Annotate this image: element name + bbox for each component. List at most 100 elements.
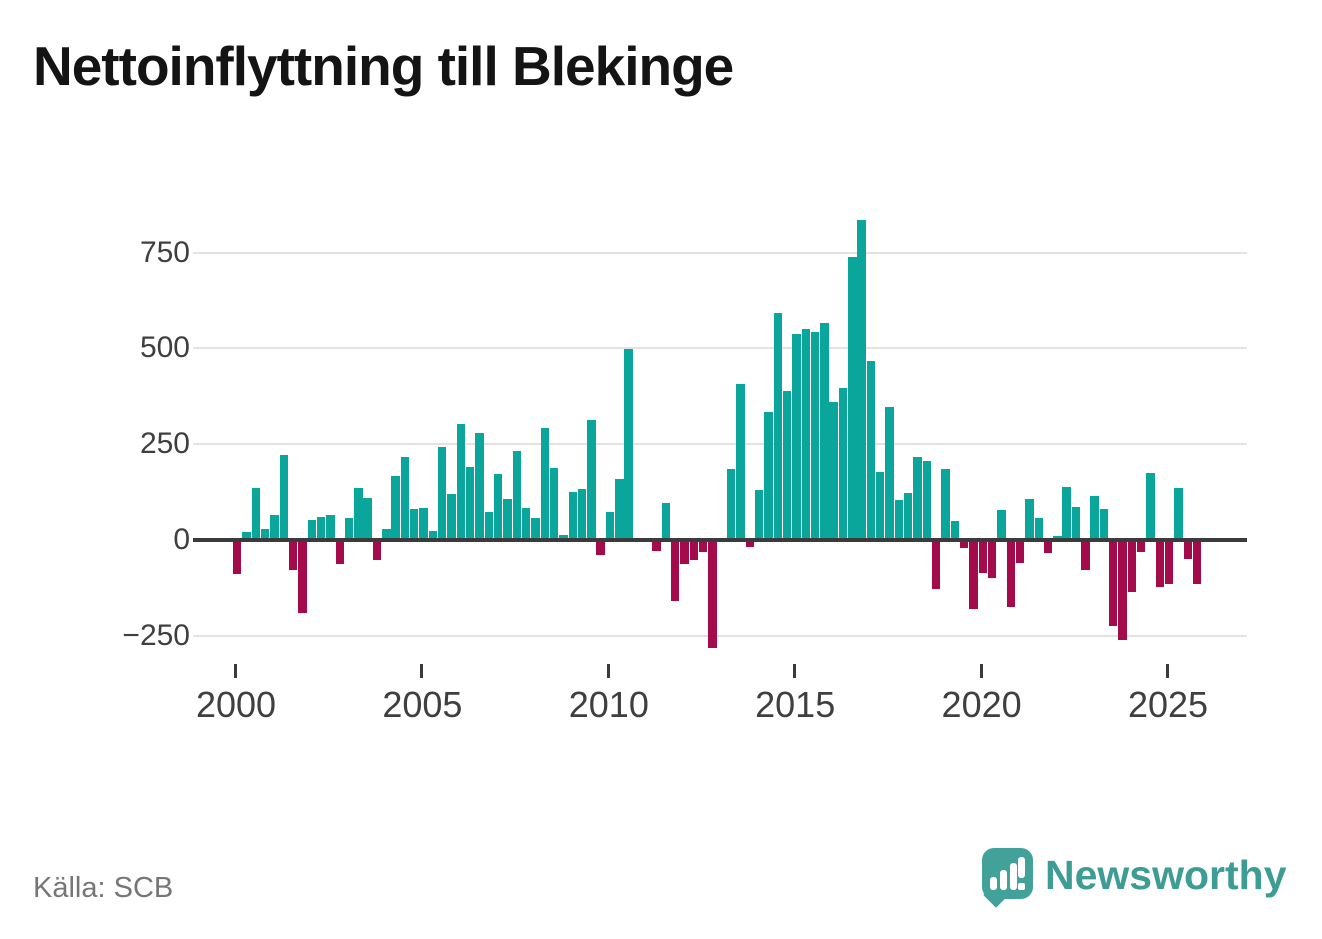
source-note: Källa: SCB bbox=[33, 872, 174, 904]
bar-2010Q3 bbox=[624, 349, 633, 540]
bar-2020Q1 bbox=[978, 540, 987, 574]
bar-2017Q3 bbox=[885, 406, 894, 540]
bar-2006Q3 bbox=[475, 433, 484, 540]
bar-2006Q4 bbox=[484, 511, 494, 540]
bar-2003Q3 bbox=[363, 498, 372, 540]
bar-2006Q1 bbox=[456, 424, 466, 540]
bar-2004Q2 bbox=[391, 476, 400, 540]
bar-2010Q1 bbox=[605, 512, 615, 540]
x-axis-label: 2000 bbox=[195, 684, 277, 725]
bar-2024Q2 bbox=[1137, 540, 1146, 553]
y-axis-label: 500 bbox=[139, 331, 190, 365]
bar-2016Q1 bbox=[829, 401, 838, 540]
bar-2009Q2 bbox=[577, 489, 587, 540]
bar-2015Q3 bbox=[810, 331, 820, 540]
bar-2016Q2 bbox=[838, 388, 848, 540]
x-axis-label: 2010 bbox=[568, 684, 649, 725]
x-axis-label: 2025 bbox=[1127, 684, 1209, 725]
bar-2011Q2 bbox=[652, 540, 661, 552]
bar-2002Q2 bbox=[316, 517, 326, 540]
bar-2024Q4 bbox=[1155, 540, 1165, 587]
x-axis-tick-2020 bbox=[979, 664, 983, 678]
x-axis-label: 2015 bbox=[755, 684, 836, 725]
bar-2016Q3 bbox=[848, 256, 857, 540]
bar-2015Q1 bbox=[792, 334, 801, 540]
x-axis-label: 2005 bbox=[382, 684, 463, 725]
x-axis-label: 2020 bbox=[941, 684, 1022, 725]
bar-2007Q2 bbox=[503, 498, 512, 540]
bar-2010Q2 bbox=[615, 479, 624, 540]
y-axis-label: 250 bbox=[139, 427, 190, 461]
bar-2025Q1 bbox=[1165, 540, 1174, 585]
gridline-500 bbox=[193, 347, 1247, 350]
bar-2022Q3 bbox=[1071, 506, 1081, 540]
bar-2015Q2 bbox=[801, 329, 810, 540]
bar-2023Q4 bbox=[1118, 540, 1127, 641]
bar-2022Q2 bbox=[1062, 486, 1071, 540]
bar-2001Q4 bbox=[298, 540, 307, 613]
bar-2014Q4 bbox=[782, 390, 792, 540]
bar-2000Q4 bbox=[260, 528, 270, 540]
bar-2003Q4 bbox=[372, 540, 382, 560]
bar-2004Q4 bbox=[410, 509, 419, 540]
bar-2002Q4 bbox=[335, 540, 344, 565]
bar-2013Q3 bbox=[736, 384, 745, 540]
bar-2019Q2 bbox=[950, 520, 960, 540]
bar-2018Q2 bbox=[913, 457, 922, 540]
bar-2012Q4 bbox=[708, 540, 717, 649]
y-axis-label: 750 bbox=[139, 235, 190, 269]
bar-2020Q3 bbox=[997, 510, 1006, 540]
bar-2019Q4 bbox=[969, 540, 978, 610]
bar-2013Q2 bbox=[726, 469, 736, 540]
bar-2005Q1 bbox=[419, 508, 428, 540]
bar-2012Q2 bbox=[689, 540, 699, 561]
bar-2008Q4 bbox=[559, 535, 568, 540]
bar-2001Q1 bbox=[270, 515, 279, 540]
gridline-750 bbox=[193, 251, 1247, 254]
bar-2007Q4 bbox=[521, 508, 531, 540]
bar-2024Q1 bbox=[1127, 540, 1137, 592]
bar-2017Q2 bbox=[876, 472, 885, 540]
bar-2008Q1 bbox=[531, 518, 540, 540]
logo-bar-icon bbox=[990, 877, 997, 890]
bar-2014Q2 bbox=[764, 412, 773, 540]
bar-2001Q3 bbox=[288, 540, 298, 570]
x-axis-tick-2025 bbox=[1166, 664, 1169, 678]
bar-2012Q3 bbox=[699, 540, 708, 553]
bar-2014Q3 bbox=[773, 312, 782, 540]
bar-2023Q1 bbox=[1090, 495, 1099, 540]
gridline-250 bbox=[193, 443, 1247, 446]
y-axis-label: −250 bbox=[122, 618, 190, 652]
logo-exclamation-dot bbox=[1018, 883, 1025, 890]
bar-2011Q4 bbox=[671, 540, 680, 601]
bar-2017Q1 bbox=[866, 361, 876, 540]
bar-2008Q3 bbox=[549, 468, 559, 540]
x-axis-tick-2015 bbox=[793, 664, 797, 678]
x-axis-zero-line bbox=[193, 538, 1247, 542]
bar-2005Q2 bbox=[428, 530, 438, 540]
x-axis-tick-2010 bbox=[606, 664, 610, 678]
bar-2019Q3 bbox=[959, 540, 969, 548]
bar-2021Q2 bbox=[1025, 499, 1034, 540]
bar-2004Q3 bbox=[400, 457, 410, 540]
bar-2021Q3 bbox=[1034, 518, 1043, 540]
bar-2006Q2 bbox=[466, 466, 475, 540]
chart-title: Nettoinflyttning till Blekinge bbox=[33, 35, 734, 97]
bar-2005Q3 bbox=[438, 446, 447, 540]
bar-2001Q2 bbox=[279, 454, 288, 540]
bar-2017Q4 bbox=[894, 500, 904, 540]
bar-2014Q1 bbox=[754, 489, 764, 540]
newsworthy-chart-bubble-icon bbox=[982, 848, 1033, 899]
bar-2020Q4 bbox=[1006, 540, 1015, 607]
gridline-−250 bbox=[193, 634, 1247, 637]
bar-2023Q2 bbox=[1099, 508, 1109, 540]
brand-name: Newsworthy bbox=[1045, 852, 1287, 898]
bar-2018Q1 bbox=[904, 492, 913, 540]
bar-2007Q1 bbox=[493, 474, 503, 540]
bar-2025Q3 bbox=[1183, 540, 1193, 560]
logo-exclamation-icon bbox=[1018, 857, 1025, 878]
bar-2009Q4 bbox=[596, 540, 605, 555]
bar-2013Q4 bbox=[745, 540, 754, 547]
logo-bar-icon bbox=[1010, 863, 1017, 890]
